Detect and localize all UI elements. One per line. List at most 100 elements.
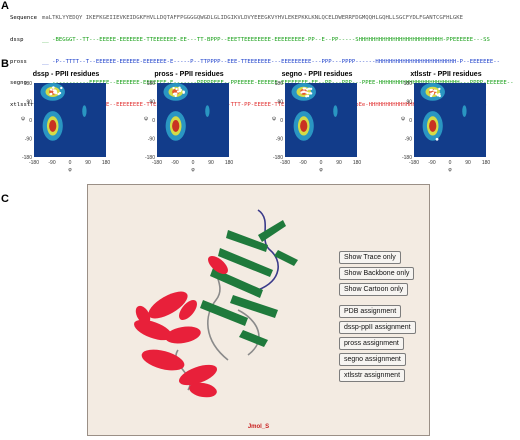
y-axis-label: ψ (144, 116, 148, 122)
x-tick-label: 90 (465, 160, 471, 166)
x-tick-label: 180 (102, 160, 111, 166)
y-tick-label: 90 (26, 100, 32, 106)
density-region (172, 120, 179, 132)
plot-canvas: -180 -90 0 90 180 180 90 0 -90 -180 φ ψ (271, 81, 363, 179)
y-tick-label: 0 (409, 118, 412, 124)
density-region (49, 120, 56, 132)
ppii-point (60, 87, 62, 89)
show-cartoon-button[interactable]: Show Cartoon only (339, 283, 408, 296)
ppii-point (309, 92, 311, 94)
show-backbone-button[interactable]: Show Backbone only (339, 267, 414, 280)
y-tick-label: -90 (276, 137, 283, 143)
ppii-point (175, 88, 177, 90)
pdb-assignment-button[interactable]: PDB assignment (339, 305, 401, 318)
ramachandran-plot-pross: pross - PPII residues -180 -90 0 90 180 180 90… (143, 71, 235, 179)
x-tick-label: 90 (336, 160, 342, 166)
pross-assignment-button[interactable]: pross assignment (339, 337, 404, 350)
protein-structure-render (108, 190, 358, 420)
x-axis-label: φ (448, 167, 452, 173)
y-tick-label: -180 (145, 155, 155, 161)
y-tick-label: 180 (404, 81, 413, 87)
ppii-point (50, 88, 52, 90)
x-tick-label: -90 (48, 160, 55, 166)
y-tick-label: 0 (29, 118, 32, 124)
y-tick-label: 90 (149, 100, 155, 106)
density-region (462, 105, 466, 117)
panel-a-label: A (1, 0, 9, 12)
ppii-point (172, 87, 174, 89)
ppii-point (174, 93, 176, 95)
row-label: Sequence (10, 15, 42, 22)
ppii-point (303, 87, 305, 89)
ppii-point (436, 138, 439, 141)
ppii-point (438, 88, 440, 90)
y-axis-label: ψ (401, 116, 405, 122)
alignment-row-sequence: Sequence maLTKLYYEDQY IKEFKGEIIEVKEIDGKF… (10, 15, 515, 22)
plot-canvas: -180 -90 0 90 180 180 90 0 -90 -180 φ ψ (143, 81, 235, 179)
row-label: dssp (10, 37, 42, 44)
ppii-point (430, 93, 432, 95)
y-tick-label: -180 (402, 155, 412, 161)
density-region (300, 120, 307, 132)
jmol-viewer[interactable]: Show Trace only Show Backbone only Show … (87, 184, 430, 436)
row-text: maLTKLYYEDQY IKEFKGEIIEVKEIDGKFHVLLDQTAF… (42, 15, 463, 22)
row-text: __ -BEGGGT--TT---EEEEE-EEEEEEE-TTEEEEEEE… (42, 37, 490, 44)
y-tick-label: 180 (147, 81, 156, 87)
dssp-ppii-assignment-button[interactable]: dssp-ppII assignment (339, 321, 416, 334)
y-tick-label: -180 (22, 155, 32, 161)
plot-title: segno - PPII residues (271, 71, 363, 81)
ramachandran-plot-segno: segno - PPII residues -180 -90 0 90 180 180 90… (271, 71, 363, 179)
x-tick-label: 0 (192, 160, 195, 166)
y-tick-label: 0 (152, 118, 155, 124)
ramachandran-plot-dssp: dssp - PPII residues -180 -90 0 90 180 180 90 0… (20, 71, 112, 179)
x-tick-label: 180 (225, 160, 234, 166)
segno-assignment-button[interactable]: segno assignment (339, 353, 406, 366)
y-axis-label: ψ (21, 116, 25, 122)
y-tick-label: -90 (25, 137, 32, 143)
x-tick-label: -90 (428, 160, 435, 166)
y-tick-label: -90 (405, 137, 412, 143)
plot-canvas: -180 -90 0 90 180 180 90 0 -90 -180 φ ψ (400, 81, 492, 179)
ppii-point (52, 89, 54, 91)
x-axis-label: φ (319, 167, 323, 173)
ramachandran-plot-xtlsstr: xtlsstr - PPII residues -180 -90 0 90 180 180… (400, 71, 492, 179)
plot-canvas: -180 -90 0 90 180 180 90 0 -90 -180 φ ψ (20, 81, 112, 179)
x-axis-label: φ (68, 167, 72, 173)
alignment-row-pross: pross __ -P--TTTT--T--EEEEEE-EEEEEE-EEEE… (10, 59, 515, 66)
ppii-point (179, 89, 181, 91)
panel-c-label: C (1, 193, 9, 205)
ppii-point (175, 95, 177, 97)
ppii-point (50, 93, 52, 95)
row-label: pross (10, 59, 42, 66)
xtlsstr-assignment-button[interactable]: xtlsstr assignment (339, 369, 405, 382)
y-tick-label: -90 (148, 137, 155, 143)
x-tick-label: 180 (482, 160, 491, 166)
ppii-point (307, 92, 309, 94)
density-region (333, 105, 337, 117)
y-tick-label: -180 (273, 155, 283, 161)
y-axis-label: ψ (272, 116, 276, 122)
plot-title: dssp - PPII residues (20, 71, 112, 81)
y-tick-label: 90 (277, 100, 283, 106)
plot-title: pross - PPII residues (143, 71, 235, 81)
ppii-point (435, 93, 437, 95)
ppii-point (182, 92, 184, 94)
x-tick-label: 90 (85, 160, 91, 166)
show-trace-button[interactable]: Show Trace only (339, 251, 401, 264)
y-tick-label: 180 (24, 81, 33, 87)
y-tick-label: 180 (275, 81, 284, 87)
x-axis-label: φ (191, 167, 195, 173)
jmol-logo-label: Jmol_S (88, 424, 429, 430)
panel-b-label: B (1, 58, 9, 70)
x-tick-label: 180 (353, 160, 362, 166)
x-tick-label: 90 (208, 160, 214, 166)
density-region (205, 105, 209, 117)
ppii-point (439, 95, 441, 97)
ppii-point (433, 89, 435, 91)
x-tick-label: 0 (320, 160, 323, 166)
ppii-point (429, 89, 431, 91)
density-region (82, 105, 86, 117)
x-tick-label: 0 (449, 160, 452, 166)
ppii-point (52, 86, 54, 88)
density-region (429, 120, 436, 132)
